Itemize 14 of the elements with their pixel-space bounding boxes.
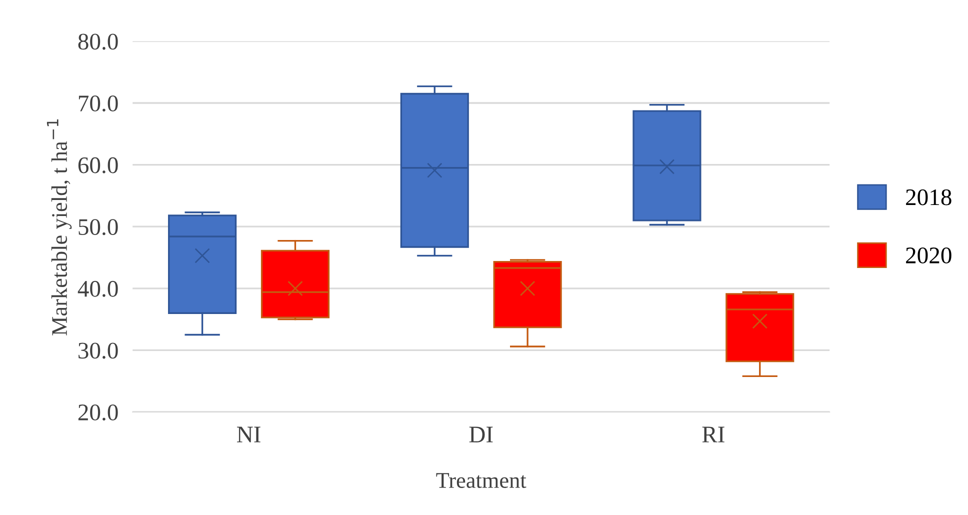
x-tick-label: DI xyxy=(469,426,493,442)
x-tick-label: RI xyxy=(702,426,724,442)
x-axis-title: Treatment xyxy=(436,473,526,488)
x-tick-label: NI xyxy=(237,426,260,442)
legend-label: 2018 xyxy=(906,189,952,206)
y-tick-label: 40.0 xyxy=(78,280,118,297)
y-tick-label: 50.0 xyxy=(78,219,118,236)
y-tick-label: 20.0 xyxy=(78,404,118,421)
y-tick-label: 80.0 xyxy=(78,34,118,50)
legend-label: 2020 xyxy=(906,247,952,264)
y-tick-label: 60.0 xyxy=(78,157,118,174)
y-tick-label: 30.0 xyxy=(78,342,118,359)
y-axis-title: Marketable yield, t ha$^{−1}$ xyxy=(46,119,72,336)
y-tick-label: 70.0 xyxy=(78,95,118,112)
